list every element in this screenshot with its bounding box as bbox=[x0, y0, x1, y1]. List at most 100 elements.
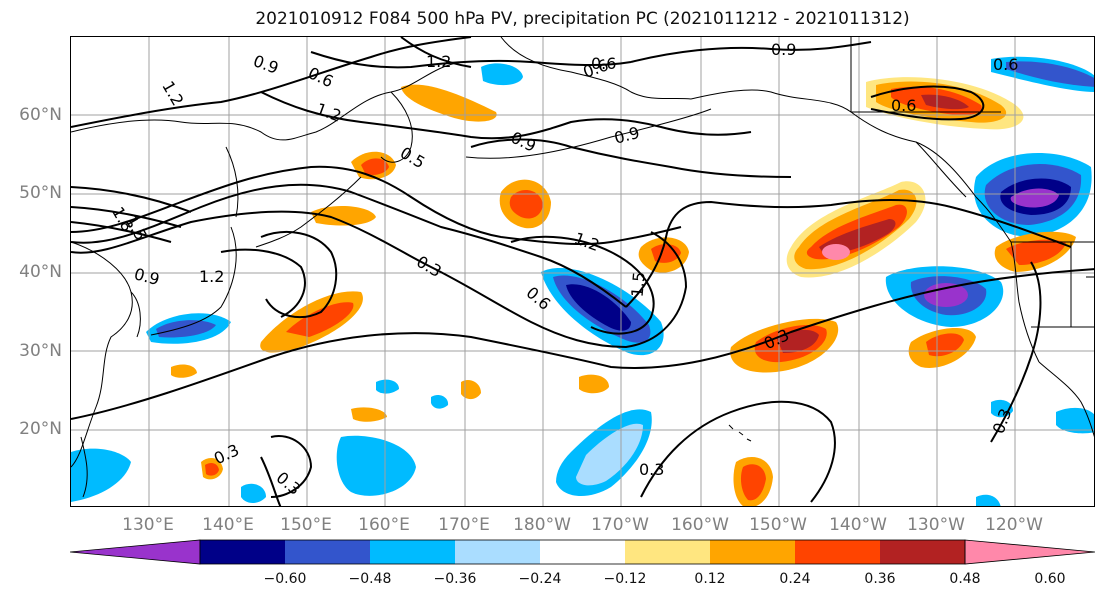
colorbar-tick-label: 0.24 bbox=[779, 571, 811, 587]
colorbar-border bbox=[199, 539, 966, 565]
coastline-taiwan-philippines bbox=[80, 436, 88, 498]
contour-pnw-0.3 bbox=[990, 261, 1042, 443]
border-us-states bbox=[1031, 242, 1094, 328]
precip-blob-south-neg2 bbox=[576, 423, 643, 486]
precip-blob-sw-neg bbox=[336, 435, 416, 496]
precip-shading bbox=[71, 56, 1094, 506]
contour-upper-4 bbox=[630, 41, 872, 63]
contour-label: 0.5 bbox=[397, 143, 429, 172]
figure-title: 2021010912 F084 500 hPa PV, precipitatio… bbox=[255, 9, 910, 29]
colorbar-segment bbox=[455, 540, 541, 564]
coastline-california bbox=[1038, 361, 1094, 438]
precip-blob-small-3 bbox=[461, 380, 481, 400]
colorbar-segment bbox=[710, 540, 796, 564]
colorbar-tick-label: 0.60 bbox=[1034, 571, 1066, 587]
contour-label: 0.9 bbox=[132, 264, 162, 289]
contour-label: 0.9 bbox=[251, 51, 281, 78]
lon-label-170e: 170°E bbox=[438, 515, 490, 535]
precip-blob-kuril-2 bbox=[361, 158, 389, 175]
colorbar-segment bbox=[625, 540, 711, 564]
colorbar-segment bbox=[370, 540, 456, 564]
colorbar-tick-label: −0.60 bbox=[263, 571, 307, 587]
lat-label-30n: 30°N bbox=[19, 341, 62, 361]
contour-mid-loop bbox=[470, 138, 792, 178]
contour-label: 0.6 bbox=[591, 54, 616, 73]
colorbar-tick-label: 0.48 bbox=[949, 571, 981, 587]
colorbar-tick-label: −0.24 bbox=[518, 571, 562, 587]
precip-blob-japan-neg2 bbox=[156, 320, 216, 338]
contour-label: 0.3 bbox=[273, 468, 305, 499]
contour-label: 0.6 bbox=[305, 63, 336, 91]
lon-label-130w: 130°W bbox=[907, 515, 965, 535]
contour-west-loop bbox=[260, 231, 338, 319]
colorbar-segment bbox=[540, 540, 626, 564]
precip-blob-small-5 bbox=[171, 364, 197, 378]
contour-label: 0.6 bbox=[993, 55, 1018, 74]
coastline-bering bbox=[500, 37, 692, 100]
colorbar-segment bbox=[200, 540, 286, 564]
colorbar-tick-label: 0.12 bbox=[694, 571, 726, 587]
colorbar bbox=[70, 539, 1095, 565]
colorbar-tick-label: −0.48 bbox=[348, 571, 392, 587]
coastline-pacific-nw bbox=[1010, 241, 1040, 363]
contour-upper-3 bbox=[310, 51, 632, 69]
contour-label: 1.2 bbox=[426, 52, 451, 71]
lon-label-120w: 120°W bbox=[985, 515, 1043, 535]
contour-label: 1.2 bbox=[314, 99, 344, 126]
precip-blob-small-2 bbox=[579, 374, 609, 394]
contour-0.3-south bbox=[71, 268, 1094, 420]
colorbar-extend-low bbox=[70, 539, 201, 565]
contour-label: 0.3 bbox=[413, 252, 445, 281]
lon-label-150w: 150°W bbox=[749, 515, 807, 535]
map-canvas: 1.2 0.9 0.6 1.2 0.6 0.9 0.6 0.6 0.9 1.2 … bbox=[71, 37, 1094, 506]
contour-trough-1.5 bbox=[510, 235, 655, 335]
contour-upper-2 bbox=[260, 91, 752, 140]
lon-label-150e: 150°E bbox=[280, 515, 332, 535]
contour-1.5-ridge bbox=[625, 199, 1072, 308]
precip-blob-small-4 bbox=[351, 407, 387, 422]
contour-label: 0.9 bbox=[771, 40, 796, 59]
precip-blob-150e-2 bbox=[286, 302, 354, 337]
precip-blob-small-10 bbox=[431, 394, 449, 409]
contour-label: 1.2 bbox=[158, 78, 187, 110]
contour-west-fan-2 bbox=[71, 206, 182, 228]
colorbar-extend-high bbox=[964, 539, 1095, 565]
lat-label-60n: 60°N bbox=[19, 105, 62, 125]
contour-0.6-a bbox=[71, 210, 688, 349]
precip-blob-nw-blue2 bbox=[1006, 61, 1094, 87]
coastlines bbox=[71, 37, 1094, 498]
precip-blob-small-1b bbox=[205, 462, 219, 476]
pv-contours bbox=[71, 37, 1094, 506]
colorbar-tick-label: −0.36 bbox=[433, 571, 477, 587]
lat-label-20n: 20°N bbox=[19, 419, 62, 439]
precip-blob-kamchatka-neg bbox=[481, 63, 523, 86]
precip-blob-small-8 bbox=[976, 494, 1001, 506]
lon-label-130e: 130°E bbox=[122, 515, 174, 535]
contour-1.2-a bbox=[71, 165, 682, 246]
contour-alaska-0.6 bbox=[870, 85, 985, 121]
precip-blob-small-11 bbox=[241, 483, 266, 503]
contour-0.9-a bbox=[71, 183, 627, 308]
map-panel: 1.2 0.9 0.6 1.2 0.6 0.9 0.6 0.6 0.9 1.2 … bbox=[70, 36, 1095, 507]
coastline-kuril-chain bbox=[255, 176, 362, 248]
precip-blob-178e-2 bbox=[509, 190, 543, 219]
coastline-korea bbox=[130, 291, 141, 338]
lon-label-160w: 160°W bbox=[671, 515, 729, 535]
lat-label-40n: 40°N bbox=[19, 262, 62, 282]
colorbar-tick-label: 0.36 bbox=[864, 571, 896, 587]
lat-label-50n: 50°N bbox=[19, 183, 62, 203]
contour-west-loop-2 bbox=[220, 248, 306, 318]
precip-blob-150w-3 bbox=[776, 329, 819, 353]
lon-label-170w: 170°W bbox=[591, 515, 649, 535]
precip-blob-okhotsk bbox=[401, 84, 497, 122]
precip-blob-130w-neg3 bbox=[924, 283, 968, 307]
precip-blob-148w-2 bbox=[740, 464, 766, 501]
lon-label-180w: 180°W bbox=[513, 515, 571, 535]
border-inset-box bbox=[850, 37, 1001, 113]
contour-label: 1.2 bbox=[199, 267, 224, 286]
precip-blob-155e bbox=[311, 205, 376, 226]
contour-label: 1.2 bbox=[572, 228, 602, 255]
precip-blob-pnw-neg4 bbox=[1010, 188, 1059, 208]
coastline-kamchatka bbox=[380, 91, 413, 163]
colorbar-segment bbox=[285, 540, 371, 564]
